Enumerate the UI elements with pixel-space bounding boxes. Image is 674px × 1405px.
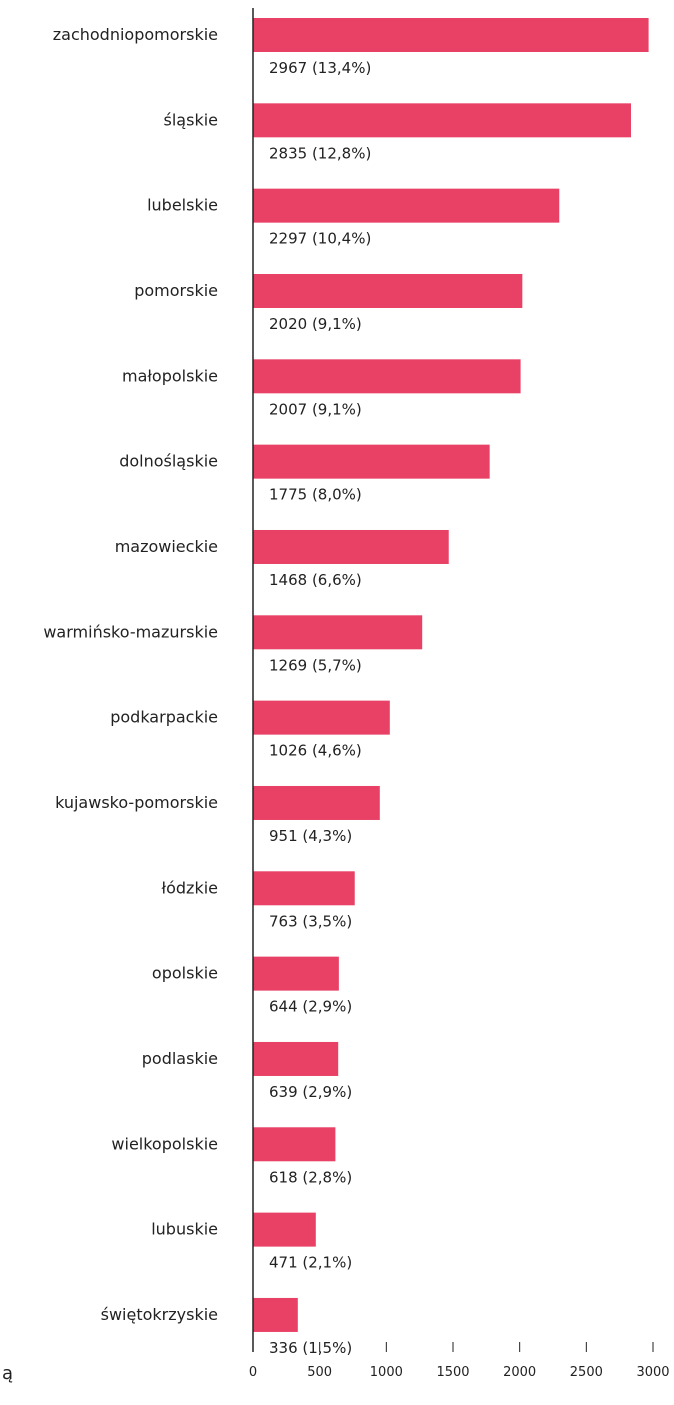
bar <box>253 1127 336 1162</box>
category-label: wielkopolskie <box>111 1134 218 1153</box>
data-label: 2007 (9,1%) <box>269 400 362 418</box>
data-label: 1775 (8,0%) <box>269 486 362 504</box>
data-label: 763 (3,5%) <box>269 912 352 930</box>
bar <box>253 615 423 650</box>
data-label: 2020 (9,1%) <box>269 315 362 333</box>
bar <box>253 871 355 906</box>
data-label: 471 (2,1%) <box>269 1254 352 1272</box>
data-label: 1468 (6,6%) <box>269 571 362 589</box>
stray-glyph: ą <box>2 1363 14 1384</box>
x-tick-label: 2000 <box>503 1365 536 1380</box>
data-label: 1026 (4,6%) <box>269 742 362 760</box>
bar <box>253 1297 298 1332</box>
data-label: 2835 (12,8%) <box>269 144 371 162</box>
data-label: 2967 (13,4%) <box>269 59 371 77</box>
bar <box>253 444 490 479</box>
data-label: 639 (2,9%) <box>269 1083 352 1101</box>
category-label: podkarpackie <box>110 708 218 727</box>
category-label: lubuskie <box>151 1220 218 1239</box>
category-label: śląskie <box>164 110 218 129</box>
data-label: 644 (2,9%) <box>269 998 352 1016</box>
category-label: pomorskie <box>134 281 218 300</box>
category-label: warmińsko-mazurskie <box>43 622 218 641</box>
data-label: 951 (4,3%) <box>269 827 352 845</box>
category-label: podlaskie <box>142 1049 218 1068</box>
x-tick-label: 3000 <box>636 1365 669 1380</box>
category-label: łódzkie <box>162 878 218 897</box>
bar <box>253 700 390 735</box>
x-tick-label: 2500 <box>570 1365 603 1380</box>
data-label: 2297 (10,4%) <box>269 230 371 248</box>
bar <box>253 188 560 223</box>
bar <box>253 103 631 138</box>
category-label: opolskie <box>152 964 218 983</box>
category-label: małopolskie <box>122 366 218 385</box>
bar <box>253 273 523 308</box>
bar <box>253 1212 316 1247</box>
category-label: lubelskie <box>147 196 218 215</box>
bar <box>253 18 649 52</box>
bar <box>253 1041 339 1076</box>
x-tick-label: 500 <box>307 1365 332 1380</box>
x-tick-label: 1000 <box>370 1365 403 1380</box>
data-label: 618 (2,8%) <box>269 1168 352 1186</box>
bar <box>253 785 380 820</box>
x-tick-label: 1500 <box>436 1365 469 1380</box>
category-label: dolnośląskie <box>119 452 218 471</box>
category-label: zachodniopomorskie <box>53 25 218 44</box>
bar <box>253 529 449 564</box>
x-tick-label: 0 <box>249 1365 257 1380</box>
bar <box>253 956 339 991</box>
data-label: 1269 (5,7%) <box>269 656 362 674</box>
category-label: mazowieckie <box>115 537 218 556</box>
data-label: 336 (1,5%) <box>269 1339 352 1357</box>
category-label: kujawsko-pomorskie <box>55 793 218 812</box>
category-label: świętokrzyskie <box>101 1305 218 1324</box>
bar <box>253 359 521 394</box>
